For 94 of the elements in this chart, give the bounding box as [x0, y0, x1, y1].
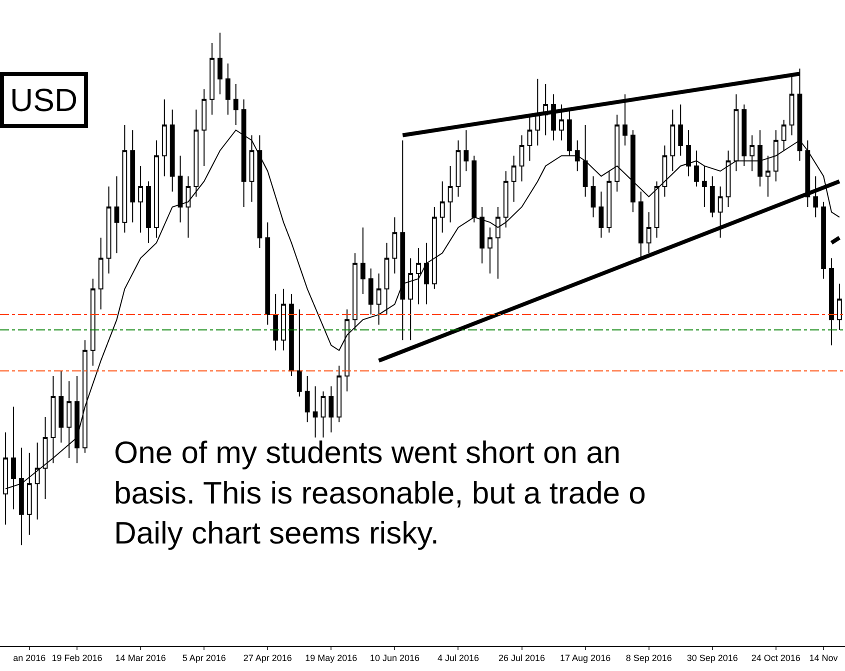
candlestick: [233, 84, 238, 126]
candlestick: [574, 140, 580, 172]
candlestick: [122, 124, 128, 234]
candlestick: [448, 165, 453, 223]
x-tick-label: 14 Mar 2016: [115, 652, 166, 663]
candlestick: [296, 308, 302, 398]
x-tick-label: 14 Nov: [809, 652, 838, 663]
x-tick-label: 8 Sep 2016: [626, 652, 672, 663]
candlestick: [710, 176, 715, 218]
candlestick: [186, 176, 191, 238]
candlestick: [511, 155, 516, 202]
candlestick: [384, 242, 390, 316]
candlestick: [82, 340, 88, 454]
candlestick: [503, 170, 508, 228]
x-tick-label: 5 Apr 2016: [182, 652, 226, 663]
x-tick-label: 26 Jul 2016: [498, 652, 546, 663]
candlestick: [281, 288, 286, 351]
candlestick: [368, 268, 374, 316]
candlestick: [702, 165, 707, 208]
candlestick: [130, 130, 136, 223]
candlestick: [289, 294, 294, 377]
candlestick: [496, 206, 500, 280]
candlestick: [837, 283, 842, 330]
candlestick: [718, 186, 723, 238]
candlestick: [678, 104, 684, 156]
candlestick: [440, 180, 445, 234]
candlestick: [114, 176, 120, 254]
candlestick: [90, 278, 96, 366]
candlestick: [598, 191, 604, 238]
candlestick: [320, 390, 326, 438]
candlestick: [606, 170, 612, 234]
candlestick: [424, 242, 429, 305]
candlestick: [154, 140, 159, 238]
candlestick: [202, 88, 207, 166]
candlestick: [328, 386, 334, 433]
candlestick: [400, 140, 406, 341]
x-tick-label: an 2016: [13, 652, 46, 663]
candlestick: [74, 376, 80, 464]
x-tick-label: 19 May 2016: [305, 652, 358, 663]
candlestick: [654, 180, 660, 238]
candlestick: [138, 165, 144, 234]
candlestick: [352, 252, 358, 330]
candlestick: [519, 134, 524, 182]
candlestick: [304, 376, 310, 423]
candlestick: [464, 130, 469, 172]
candlestick: [416, 247, 421, 305]
annotation: USD: [10, 82, 78, 118]
candlestick: [670, 109, 676, 172]
x-tick-label: 19 Feb 2016: [52, 652, 102, 663]
candlestick: [257, 134, 262, 248]
x-tick-label: 30 Sep 2016: [686, 652, 738, 663]
candlestick: [336, 365, 342, 423]
x-tick-label: 4 Jul 2016: [437, 652, 480, 663]
candlestick: [170, 109, 175, 192]
candlestick: [50, 376, 56, 464]
candlestick: [360, 226, 366, 295]
candlestick: [265, 222, 270, 326]
candlestick: [162, 98, 167, 177]
candlestick: [821, 201, 826, 280]
candlestick: [392, 216, 398, 274]
candlestick: [408, 258, 414, 341]
candlestick: [178, 155, 183, 223]
candlestick: [66, 380, 72, 458]
candlestick: [273, 294, 278, 351]
candlestick: [694, 150, 699, 187]
candlestick: [432, 206, 437, 290]
candlestick: [480, 206, 485, 264]
candlestick: [106, 186, 112, 274]
candlestick: [58, 370, 64, 444]
candlestick: [638, 191, 644, 259]
candlestick: [312, 386, 318, 438]
candlestick: [98, 237, 104, 310]
candlestick: [829, 258, 834, 346]
candlestick: [249, 134, 254, 202]
candlestick: [590, 176, 596, 218]
x-tick-label: 24 Oct 2016: [751, 652, 800, 663]
candlestick: [225, 63, 230, 116]
candlestick: [472, 155, 477, 223]
candlestick: [646, 212, 652, 254]
candlestick: [662, 144, 668, 198]
x-tick-label: 27 Apr 2016: [243, 652, 292, 663]
annotation: One of my students went short on an basis. This is reasonable, but a trade o Daily chart seems risky.: [114, 435, 646, 551]
candlestick: [146, 180, 151, 244]
x-tick-label: 10 Jun 2016: [370, 652, 420, 663]
candlestick: [210, 42, 214, 116]
x-tick-label: 17 Aug 2016: [560, 652, 611, 663]
candlestick: [456, 140, 461, 198]
candlestick: [750, 134, 755, 172]
candlestick: [218, 32, 222, 95]
candlestick: [726, 150, 731, 208]
candlestick: [344, 308, 350, 392]
candlestick: [376, 273, 382, 326]
candlestick: [766, 155, 770, 198]
candlestick: [488, 226, 492, 274]
